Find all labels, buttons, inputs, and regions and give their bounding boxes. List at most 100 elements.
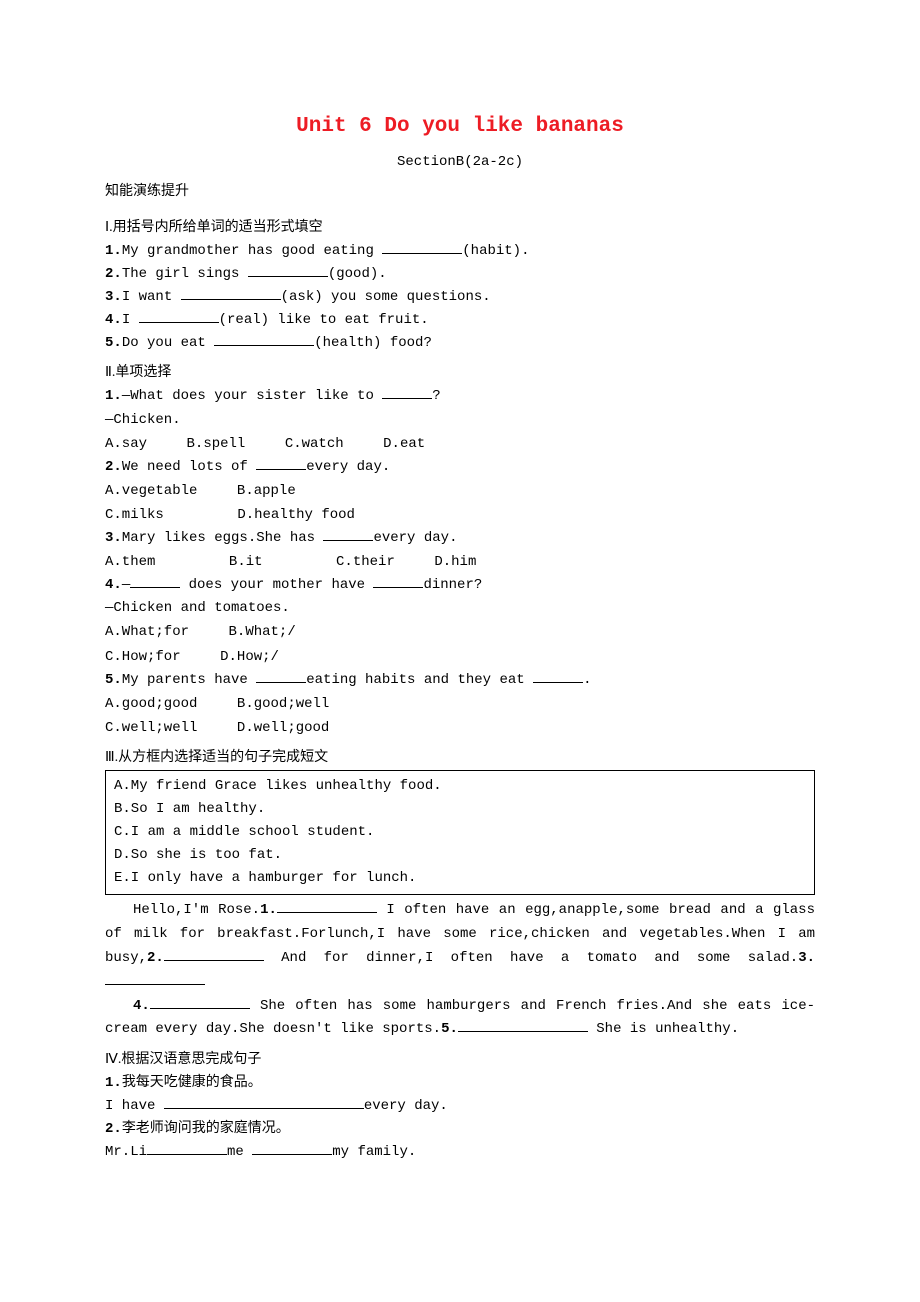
fill-blank[interactable] (382, 253, 462, 254)
s4-q2-en-before: Mr.Li (105, 1144, 147, 1160)
option-b[interactable]: B.What;/ (229, 621, 296, 644)
s1-num-3: 3. (105, 289, 122, 305)
s2-q1-after: ? (432, 388, 440, 404)
fill-blank[interactable] (181, 299, 281, 300)
s2-q5-options1: A.good;good B.good;well (105, 692, 815, 716)
s4-q1-num: 1. (105, 1075, 122, 1091)
choice-box: A.My friend Grace likes unhealthy food. … (105, 770, 815, 895)
s2-q1-before: —What does your sister like to (122, 388, 382, 404)
fill-blank[interactable] (277, 912, 377, 913)
fill-blank[interactable] (164, 960, 264, 961)
s4-q2-num: 2. (105, 1121, 122, 1137)
s4-q1-cn: 1.我每天吃健康的食品。 (105, 1072, 815, 1095)
option-b[interactable]: B.it (229, 551, 263, 574)
p1-num1: 1. (260, 902, 277, 918)
fill-blank[interactable] (256, 682, 306, 683)
p1c: And for dinner,I often have a tomato and… (264, 950, 798, 966)
option-b[interactable]: B.good;well (237, 693, 329, 716)
s1-after-1: (habit). (462, 243, 529, 259)
option-b[interactable]: B.spell (187, 433, 246, 456)
s4-q2-cn: 2.李老师询问我的家庭情况。 (105, 1118, 815, 1141)
fill-blank[interactable] (252, 1154, 332, 1155)
option-a[interactable]: A.What;for (105, 621, 189, 644)
box-item-b: B.So I am healthy. (114, 798, 806, 821)
s1-item-5: 5.Do you eat (health) food? (105, 332, 815, 355)
option-a[interactable]: A.them (105, 551, 155, 574)
option-d[interactable]: D.him (434, 551, 476, 574)
p2-num4: 4. (133, 998, 150, 1014)
fill-blank[interactable] (323, 540, 373, 541)
page-title: Unit 6 Do you like bananas (105, 115, 815, 138)
option-a[interactable]: A.vegetable (105, 480, 197, 503)
s2-q2-options1: A.vegetable B.apple (105, 479, 815, 503)
option-d[interactable]: D.healthy food (237, 504, 355, 527)
fill-blank[interactable] (256, 469, 306, 470)
fill-blank[interactable] (130, 587, 180, 588)
fill-blank[interactable] (458, 1031, 588, 1032)
s2-q5-after: . (583, 672, 591, 688)
s2-q1: 1.—What does your sister like to ? (105, 385, 815, 408)
fill-blank[interactable] (373, 587, 423, 588)
s1-before-3: I want (122, 289, 181, 305)
fill-blank[interactable] (248, 276, 328, 277)
option-d[interactable]: D.eat (383, 433, 425, 456)
fill-blank[interactable] (164, 1108, 364, 1109)
p2-num5: 5. (441, 1021, 458, 1037)
s2-q4-num: 4. (105, 577, 122, 593)
s1-item-2: 2.The girl sings (good). (105, 263, 815, 286)
s2-q5-options2: C.well;well D.well;good (105, 716, 815, 740)
s1-num-5: 5. (105, 335, 122, 351)
s1-num-2: 2. (105, 266, 122, 282)
option-a[interactable]: A.good;good (105, 693, 197, 716)
option-d[interactable]: D.well;good (237, 717, 329, 740)
s4-q1-cn-txt: 我每天吃健康的食品。 (122, 1075, 262, 1091)
s1-before-5: Do you eat (122, 335, 214, 351)
option-d[interactable]: D.How;/ (220, 646, 279, 669)
p2b: She is unhealthy. (588, 1021, 739, 1037)
fill-blank[interactable] (105, 984, 205, 985)
s2-q4-line2: —Chicken and tomatoes. (105, 597, 815, 620)
s2-q1-options: A.say B.spell C.watch D.eat (105, 432, 815, 456)
option-a[interactable]: A.say (105, 433, 147, 456)
option-c[interactable]: C.well;well (105, 717, 197, 740)
fill-blank[interactable] (150, 1008, 250, 1009)
s1-before-1: My grandmother has good eating (122, 243, 382, 259)
s4-q1-en-after: every day. (364, 1098, 448, 1114)
fill-blank[interactable] (533, 682, 583, 683)
p1a: Hello,I'm Rose. (133, 902, 260, 918)
page-subtitle: SectionB(2a-2c) (105, 154, 815, 170)
fill-blank[interactable] (139, 322, 219, 323)
s1-item-4: 4.I (real) like to eat fruit. (105, 309, 815, 332)
fill-blank[interactable] (214, 345, 314, 346)
option-c[interactable]: C.their (336, 551, 395, 574)
s2-q5-num: 5. (105, 672, 122, 688)
s2-q3-options: A.them B.it C.their D.him (105, 550, 815, 574)
fill-blank[interactable] (382, 398, 432, 399)
box-item-d: D.So she is too fat. (114, 844, 806, 867)
option-b[interactable]: B.apple (237, 480, 296, 503)
option-c[interactable]: C.milks (105, 504, 164, 527)
s1-after-5: (health) food? (314, 335, 432, 351)
s2-q3-after: every day. (373, 530, 457, 546)
passage-para-1: Hello,I'm Rose.1. I often have an egg,an… (105, 899, 815, 994)
box-item-c: C.I am a middle school student. (114, 821, 806, 844)
s2-q3-num: 3. (105, 530, 122, 546)
s1-num-4: 4. (105, 312, 122, 328)
s2-q3-before: Mary likes eggs.She has (122, 530, 324, 546)
section-1-heading: Ⅰ.用括号内所给单词的适当形式填空 (105, 216, 815, 236)
s2-q2-num: 2. (105, 459, 122, 475)
option-c[interactable]: C.How;for (105, 646, 181, 669)
s1-after-4: (real) like to eat fruit. (219, 312, 429, 328)
s4-q2-cn-txt: 李老师询问我的家庭情况。 (122, 1121, 290, 1137)
practice-label: 知能演练提升 (105, 180, 815, 200)
s1-after-2: (good). (328, 266, 387, 282)
s1-item-3: 3.I want (ask) you some questions. (105, 286, 815, 309)
s2-q5: 5.My parents have eating habits and they… (105, 669, 815, 692)
option-c[interactable]: C.watch (285, 433, 344, 456)
s4-q2-en-after: my family. (332, 1144, 416, 1160)
s2-q4-options1: A.What;for B.What;/ (105, 620, 815, 644)
fill-blank[interactable] (147, 1154, 227, 1155)
s2-q5-before: My parents have (122, 672, 256, 688)
s2-q2-after: every day. (306, 459, 390, 475)
s2-q4-after: dinner? (423, 577, 482, 593)
